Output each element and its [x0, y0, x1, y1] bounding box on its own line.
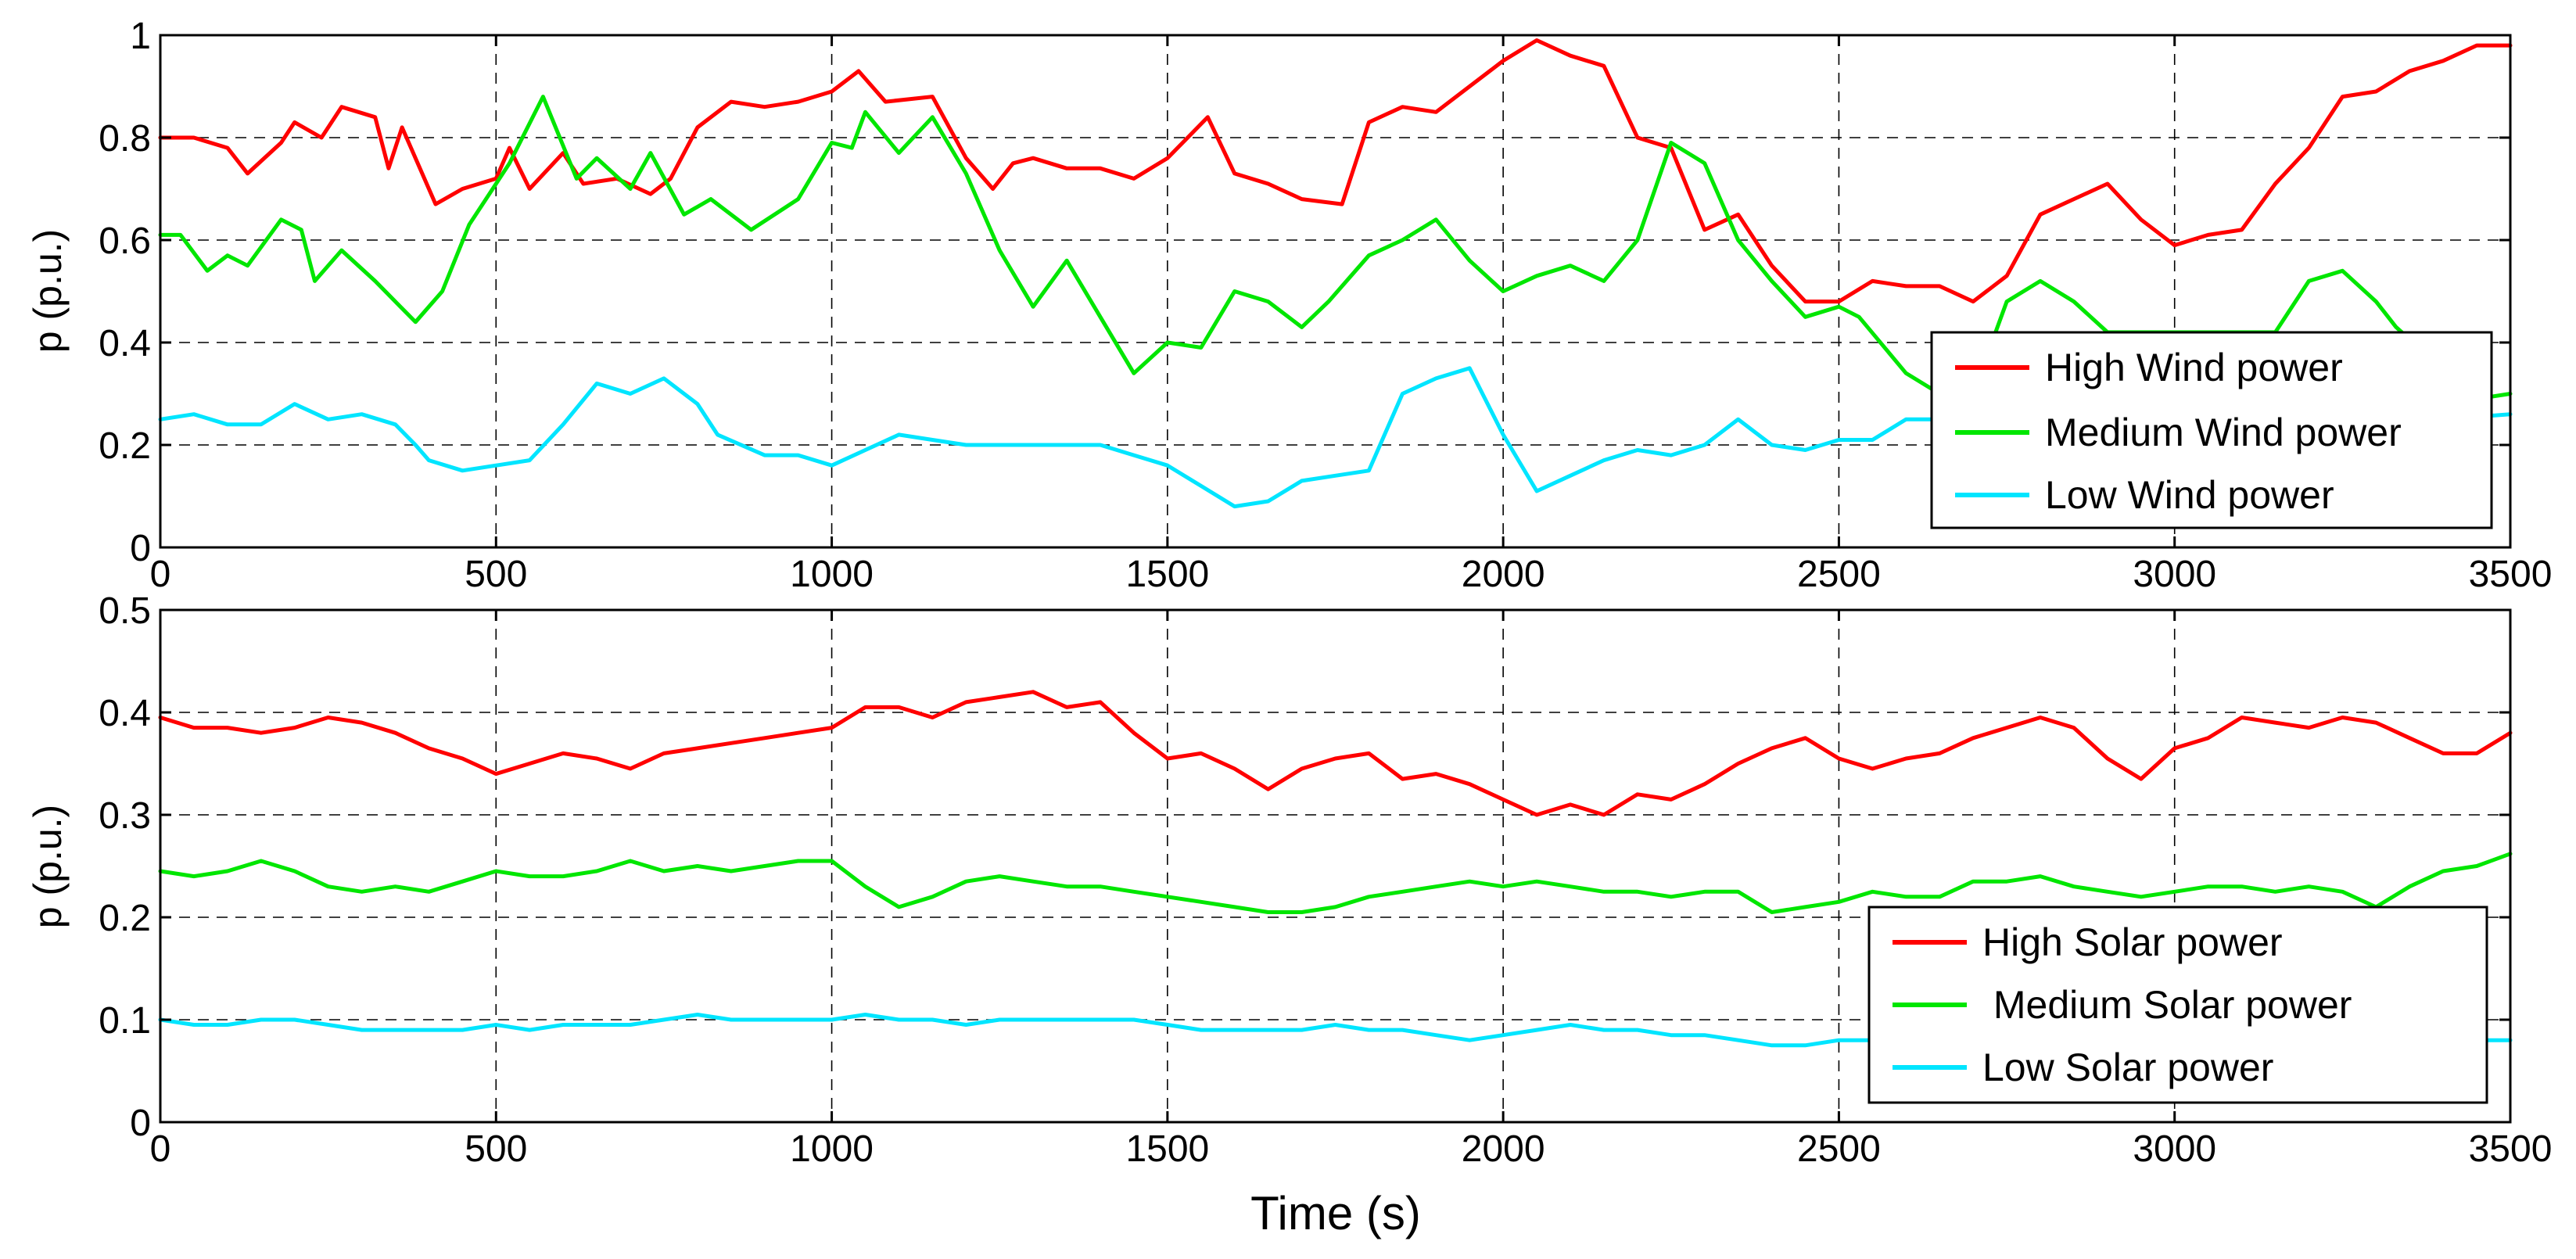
legend-label-low-solar: Low Solar power — [1982, 1046, 2273, 1089]
wind-xtick-label: 2000 — [1462, 554, 1545, 595]
wind-legend: High Wind power Medium Wind power Low Wi… — [1930, 331, 2493, 529]
wind-xtick-label: 3500 — [2469, 554, 2553, 595]
solar-xtick-label: 2500 — [1797, 1128, 1881, 1170]
wind-xtick-label: 1500 — [1125, 554, 1209, 595]
solar-xtick-label: 500 — [465, 1128, 527, 1170]
solar-ytick-label: 0.4 — [99, 693, 151, 734]
solar-ylabel: p (p.u.) — [26, 805, 70, 928]
solar-xtick-label: 3000 — [2133, 1128, 2216, 1170]
solar-series — [158, 690, 2513, 1048]
solar-xtick-label: 1000 — [790, 1128, 874, 1170]
legend-label-medium-solar: Medium Solar power — [1982, 983, 2352, 1027]
wind-ytick-label: 0.8 — [99, 118, 151, 160]
solar-xlabel: Time (s) — [1250, 1187, 1421, 1239]
solar-legend: High Solar power Medium Solar power Low … — [1867, 906, 2488, 1104]
legend-label-medium-wind: Medium Wind power — [2045, 411, 2402, 454]
legend-label-low-wind: Low Wind power — [2045, 473, 2334, 517]
solar-ytick-label: 0 — [130, 1103, 151, 1144]
solar-ytick-label: 0.1 — [99, 1000, 151, 1042]
wind-ticks: 0 500 1000 1500 2000 2500 3000 3500 0 0.2 0.4 0.6 0.… — [99, 16, 2552, 595]
solar-xtick-label: 1500 — [1125, 1128, 1209, 1170]
wind-ytick-label: 0.4 — [99, 323, 151, 364]
wind-ylabel: p (p.u.) — [26, 229, 70, 353]
solar-series-low — [158, 1013, 2513, 1048]
legend-label-high-solar: High Solar power — [1982, 920, 2283, 964]
wind-xtick-label: 1000 — [790, 554, 874, 595]
solar-xtick-label: 0 — [150, 1128, 171, 1170]
wind-ytick-label: 0.6 — [99, 221, 151, 262]
solar-series-medium — [158, 852, 2513, 914]
wind-ytick-label: 0 — [130, 528, 151, 569]
solar-series-high — [158, 690, 2513, 817]
solar-xtick-label: 2000 — [1462, 1128, 1545, 1170]
solar-xtick-label: 3500 — [2469, 1128, 2553, 1170]
legend-label-high-wind: High Wind power — [2045, 346, 2343, 389]
wind-ytick-label: 0.2 — [99, 425, 151, 467]
solar-ytick-label: 0.2 — [99, 898, 151, 939]
wind-xtick-label: 500 — [465, 554, 527, 595]
solar-ytick-label: 0.5 — [99, 590, 151, 632]
wind-ytick-label: 1 — [130, 16, 151, 57]
wind-xtick-label: 0 — [150, 554, 171, 595]
wind-series-low — [158, 366, 2513, 509]
wind-series-high — [158, 38, 2513, 304]
wind-xtick-label: 2500 — [1797, 554, 1881, 595]
solar-plot-frame — [159, 608, 2512, 1124]
wind-xtick-label: 3000 — [2133, 554, 2216, 595]
solar-panel: 0 500 1000 1500 2000 2500 3000 3500 0 0.1 0.2 0.3 0.… — [26, 590, 2552, 1239]
solar-ytick-label: 0.3 — [99, 795, 151, 837]
wind-panel: 0 500 1000 1500 2000 2500 3000 3500 0 0.2 0.4 0.6 0.… — [26, 16, 2552, 595]
wind-plot-frame — [159, 34, 2512, 549]
solar-legend-box — [1867, 906, 2488, 1104]
solar-ticks: 0 500 1000 1500 2000 2500 3000 3500 0 0.1 0.2 0.3 0.… — [99, 590, 2552, 1170]
